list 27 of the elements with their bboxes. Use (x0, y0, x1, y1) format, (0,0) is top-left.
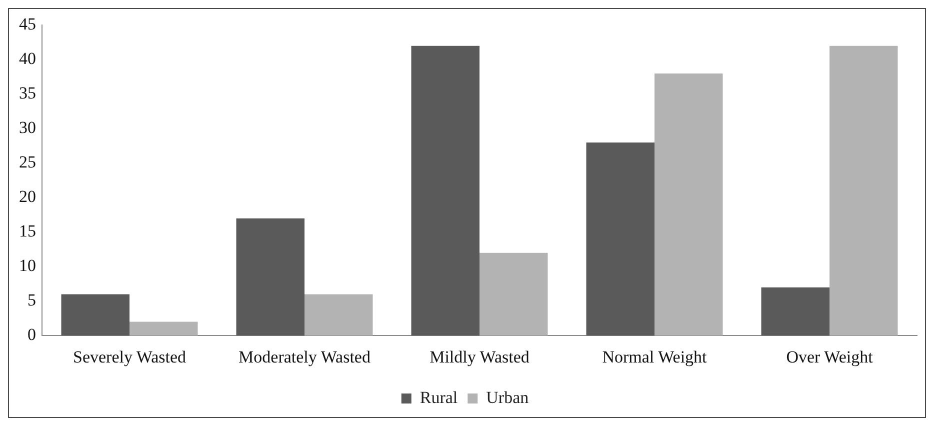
bar (761, 287, 830, 336)
bar (586, 142, 654, 336)
bar (304, 294, 373, 336)
y-tick-label: 35 (19, 84, 36, 103)
y-tick-label: 40 (19, 49, 36, 68)
x-tick-label: Moderately Wasted (238, 347, 371, 366)
y-tick-label: 15 (19, 222, 36, 241)
x-tick-label: Over Weight (786, 347, 874, 366)
legend-label: Rural (420, 388, 458, 407)
x-tick-label: Mildly Wasted (430, 347, 530, 366)
legend-label: Urban (486, 388, 530, 407)
y-tick-label: 10 (19, 256, 36, 276)
y-tick-label: 20 (19, 187, 36, 206)
y-tick-label: 0 (28, 325, 36, 344)
y-tick-label: 5 (28, 290, 36, 310)
x-tick-label: Normal Weight (602, 347, 708, 366)
bar (130, 322, 198, 336)
y-tick-label: 30 (19, 118, 36, 138)
bar (411, 46, 480, 336)
bar (480, 252, 548, 336)
x-tick-label: Severely Wasted (72, 347, 187, 366)
bar (236, 218, 304, 336)
bar (830, 46, 898, 336)
y-tick-label: 45 (19, 14, 36, 34)
bar (654, 73, 723, 336)
y-tick-label: 25 (19, 152, 36, 172)
bar (61, 294, 130, 336)
